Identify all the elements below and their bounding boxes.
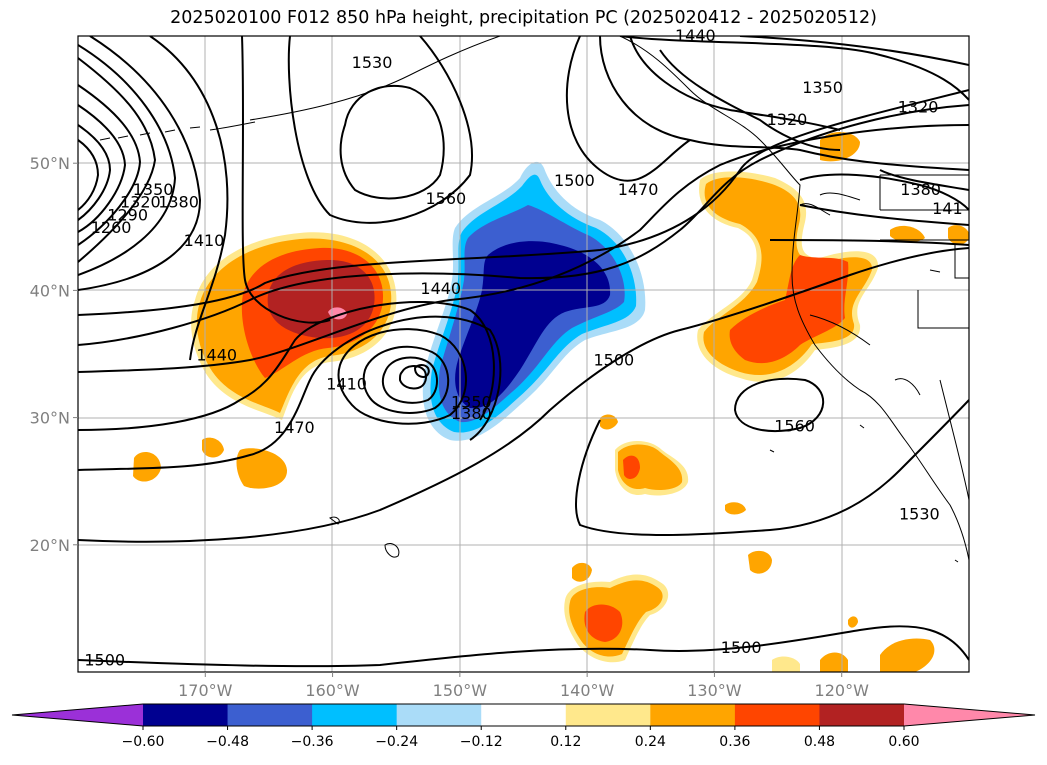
colorbar-extend-low (12, 704, 143, 726)
y-axis-ticks: 50°N 40°N 30°N 20°N (30, 154, 78, 555)
chart-title: 2025020100 F012 850 hPa height, precipit… (170, 8, 877, 28)
contour-labels: 1530126012901320135013801410144014701410… (84, 26, 962, 670)
y-tick-label: 30°N (30, 409, 70, 428)
y-tick-label: 40°N (30, 281, 70, 300)
precip-fill-west (133, 232, 397, 489)
contour-label: 1290 (107, 205, 148, 224)
contour-label: 1350 (802, 78, 843, 97)
x-tick-label: 150°W (433, 681, 488, 700)
contour-label: 1410 (184, 231, 225, 250)
colorbar-tick-label: 0.24 (635, 734, 666, 750)
colorbar-tick-label: −0.48 (206, 734, 249, 750)
contour-label: 1500 (721, 638, 762, 657)
colorbar-segment (396, 704, 482, 726)
map-frame (77, 35, 970, 673)
contour-label: 1470 (274, 418, 315, 437)
contour-label: 1530 (899, 504, 940, 523)
x-tick-label: 170°W (178, 681, 233, 700)
y-tick-label: 50°N (30, 154, 70, 173)
colorbar-tick-label: 0.12 (550, 734, 581, 750)
contour-label: 1410 (326, 375, 367, 394)
precip-fill-east (697, 131, 969, 382)
precip-fill-central (422, 161, 646, 441)
colorbar-tick-label: −0.36 (291, 734, 334, 750)
colorbar-extend-high (904, 704, 1035, 726)
colorbar-segment (565, 704, 651, 726)
colorbar-segment (143, 704, 229, 726)
colorbar-segment (312, 704, 398, 726)
y-tick-label: 20°N (30, 536, 70, 555)
contour-label: 1320 (120, 193, 161, 212)
colorbar-tick-label: −0.24 (375, 734, 418, 750)
colorbar-tick-label: 0.48 (804, 734, 835, 750)
contour-label: 1380 (158, 193, 199, 212)
contour-label: 1320 (898, 97, 939, 116)
contour-label: 1350 (451, 392, 492, 411)
contour-label: 1260 (91, 218, 132, 237)
x-tick-label: 160°W (305, 681, 360, 700)
colorbar: −0.60 −0.48 −0.36 −0.24 −0.12 0.12 0.24 0.36 0.4… (11, 703, 1036, 750)
colorbar-tick-label: 0.36 (719, 734, 750, 750)
contour-label: 1530 (352, 53, 393, 72)
contour-label: 1500 (84, 651, 125, 670)
contour-label: 1350 (133, 180, 174, 199)
x-tick-label: 140°W (560, 681, 615, 700)
contour-label: 1320 (767, 110, 808, 129)
colorbar-segment (481, 704, 567, 726)
colorbar-segment (819, 704, 905, 726)
x-axis-ticks: 170°W 160°W 150°W 140°W 130°W 120°W (178, 672, 869, 700)
colorbar-tick-label: −0.12 (460, 734, 503, 750)
colorbar-segment (227, 704, 313, 726)
contour-label: 1500 (554, 171, 595, 190)
contour-label: 1440 (675, 26, 716, 45)
colorbar-segment (734, 704, 820, 726)
contour-label: 1440 (420, 279, 461, 298)
x-tick-label: 120°W (815, 681, 870, 700)
colorbar-tick-label: −0.60 (122, 734, 165, 750)
height-contours (78, 36, 969, 668)
contour-label: 1440 (196, 345, 237, 364)
contour-label: 141 (932, 199, 963, 218)
colorbar-segment (650, 704, 736, 726)
contour-label: 1380 (900, 180, 941, 199)
precip-fill-south (564, 414, 935, 672)
contour-label: 1380 (451, 404, 492, 423)
contour-label: 1470 (618, 180, 659, 199)
x-tick-label: 130°W (687, 681, 742, 700)
contour-label: 1500 (594, 350, 635, 369)
contour-label: 1560 (425, 189, 466, 208)
contour-label: 1560 (774, 417, 815, 436)
coastlines (99, 36, 969, 563)
colorbar-tick-label: 0.60 (888, 734, 919, 750)
